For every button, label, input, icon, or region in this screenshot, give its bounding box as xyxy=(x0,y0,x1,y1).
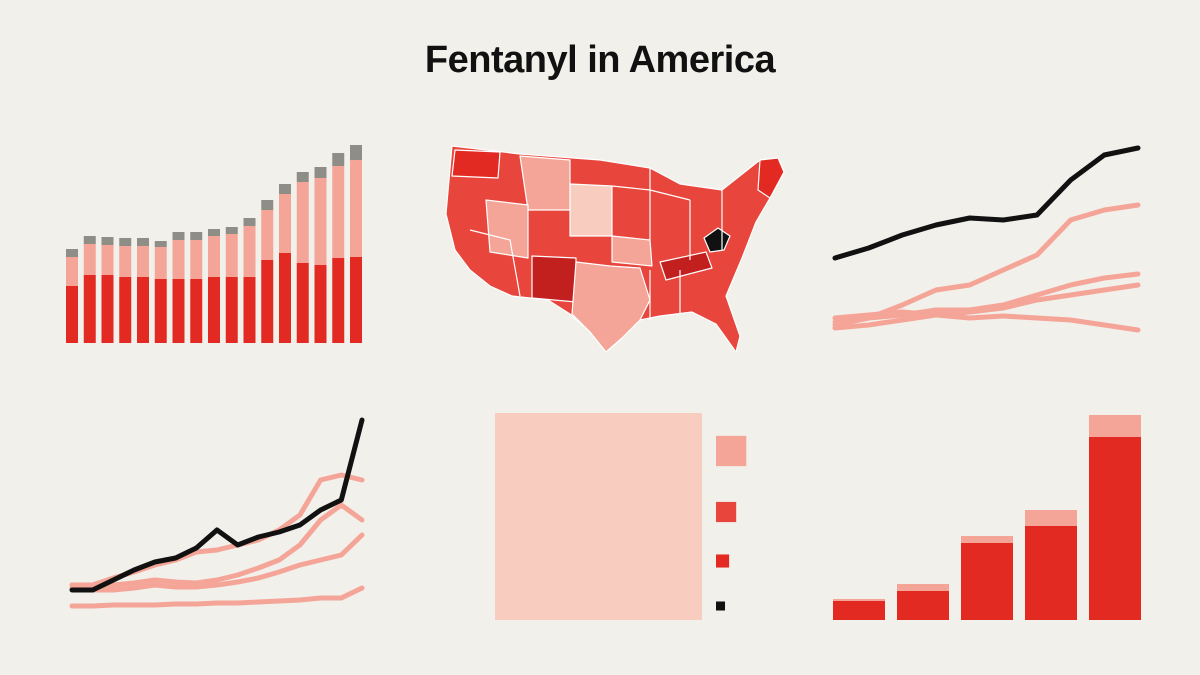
us-map xyxy=(445,145,785,353)
bar-segment xyxy=(1025,526,1077,620)
bar-segment xyxy=(1025,510,1077,526)
bar-segment xyxy=(83,244,96,275)
bar-segment xyxy=(296,172,309,182)
bar-segment xyxy=(314,167,327,178)
bar-segment xyxy=(172,240,185,279)
bar-segment xyxy=(172,279,185,343)
bar-segment xyxy=(1089,415,1141,437)
bar-segment xyxy=(833,601,885,620)
bar-segment xyxy=(101,275,114,343)
bar-segment xyxy=(208,236,220,277)
bar-segment xyxy=(261,210,274,260)
bar-segment xyxy=(332,258,345,343)
bar-segment xyxy=(101,245,114,275)
bar-segment xyxy=(101,237,114,245)
bar-segment xyxy=(961,543,1013,620)
bar-segment xyxy=(350,160,362,257)
bar-segment xyxy=(261,200,274,210)
bar-segment xyxy=(243,226,256,277)
map-region xyxy=(485,199,529,259)
line xyxy=(69,502,365,591)
bar-segment xyxy=(225,234,238,277)
area-square xyxy=(716,554,730,568)
bar-segment xyxy=(243,218,256,226)
bar-segment xyxy=(350,145,362,160)
bar-segment xyxy=(190,240,203,279)
bar-segment xyxy=(119,246,132,277)
bar-segment xyxy=(279,194,291,253)
bar-segment xyxy=(154,241,167,247)
bar-segment xyxy=(137,277,149,343)
map-region xyxy=(531,255,577,303)
bar-segment xyxy=(190,232,203,240)
bar-segment xyxy=(279,253,291,343)
bar-segment xyxy=(243,277,256,343)
bar-segment xyxy=(350,257,362,343)
bar-segment xyxy=(833,599,885,601)
line xyxy=(832,145,1141,261)
line xyxy=(69,585,365,609)
bar-segment xyxy=(225,227,238,234)
map-region xyxy=(659,251,713,281)
map-region xyxy=(703,227,731,253)
bar-segment xyxy=(1089,437,1141,620)
bar-segment xyxy=(137,246,149,277)
bar-segment xyxy=(314,265,327,343)
bar-segment xyxy=(66,257,78,286)
bar-segment xyxy=(83,275,96,343)
line xyxy=(832,271,1141,328)
bar-segment xyxy=(119,277,132,343)
bar-segment xyxy=(261,260,274,343)
bar-segment xyxy=(225,277,238,343)
area-square xyxy=(716,435,747,467)
map-region xyxy=(519,155,571,211)
area-square xyxy=(716,501,737,523)
bar-segment xyxy=(208,277,220,343)
map-border xyxy=(469,168,723,320)
bar-segment xyxy=(296,182,309,263)
map-region xyxy=(451,149,501,179)
bar-segment xyxy=(961,536,1013,543)
bar-segment xyxy=(83,236,96,244)
bar-segment xyxy=(66,249,78,257)
bar-segment xyxy=(897,584,949,591)
area-square xyxy=(716,601,726,611)
bar-segment xyxy=(332,153,345,166)
line xyxy=(69,417,365,593)
bar-segment xyxy=(154,247,167,279)
title: Fentanyl in America xyxy=(425,39,777,81)
bar-segment xyxy=(154,279,167,343)
area-square xyxy=(495,413,702,620)
bar-segment xyxy=(190,279,203,343)
line xyxy=(69,532,365,593)
bar-segment xyxy=(279,184,291,194)
bar-segment xyxy=(119,238,132,246)
map-region xyxy=(569,183,613,237)
line xyxy=(832,202,1141,325)
bar-segment xyxy=(137,238,149,246)
bar-segment xyxy=(332,166,345,258)
bar-segment xyxy=(172,232,185,240)
map-region xyxy=(571,261,651,353)
bar-segment xyxy=(66,286,78,343)
bar-segment xyxy=(208,229,220,236)
bar-segment xyxy=(314,178,327,265)
map-region xyxy=(757,157,785,199)
bar-segment xyxy=(897,591,949,620)
map-region xyxy=(611,235,653,267)
bar-segment xyxy=(296,263,309,343)
